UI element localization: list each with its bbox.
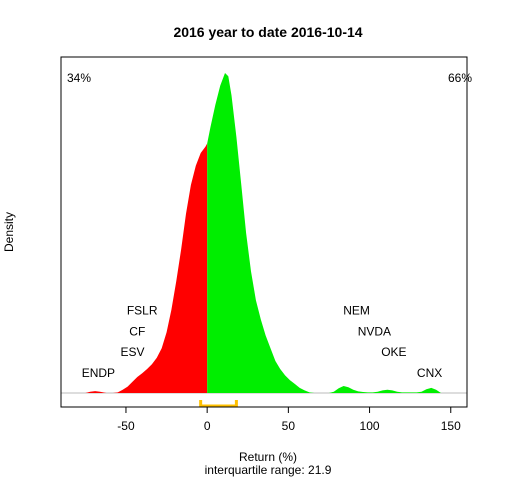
- x-tick-label: 50: [282, 419, 296, 433]
- positive-percent-label: 66%: [448, 71, 472, 85]
- stock-label-nvda: NVDA: [358, 324, 391, 338]
- stock-label-cf: CF: [129, 324, 145, 338]
- chart-title: 2016 year to date 2016-10-14: [173, 24, 362, 40]
- negative-return-area: [85, 143, 208, 393]
- stock-labels: ENDP ESV CF FSLR NEM NVDA OKE CNX: [82, 304, 443, 380]
- x-axis-label: Return (%): [239, 450, 297, 464]
- stock-label-endp: ENDP: [82, 366, 115, 380]
- x-tick-label: 100: [360, 419, 380, 433]
- stock-label-esv: ESV: [120, 345, 144, 359]
- positive-return-area: [207, 73, 441, 393]
- iqr-bracket: [199, 400, 238, 408]
- stock-label-oke: OKE: [381, 345, 406, 359]
- x-tick-label: -50: [117, 419, 135, 433]
- negative-percent-label: 34%: [67, 71, 91, 85]
- x-tick-label: 150: [441, 419, 461, 433]
- stock-label-fslr: FSLR: [127, 304, 158, 318]
- stock-label-nem: NEM: [343, 304, 370, 318]
- plot-area: ENDP ESV CF FSLR NEM NVDA OKE CNX: [60, 56, 468, 408]
- stock-label-cnx: CNX: [417, 366, 442, 380]
- iqr-caption: interquartile range: 21.9: [205, 463, 332, 477]
- x-tick-label: 0: [204, 419, 211, 433]
- x-axis: -50 0 50 100 150: [117, 406, 461, 433]
- y-axis-label: Density: [2, 212, 16, 252]
